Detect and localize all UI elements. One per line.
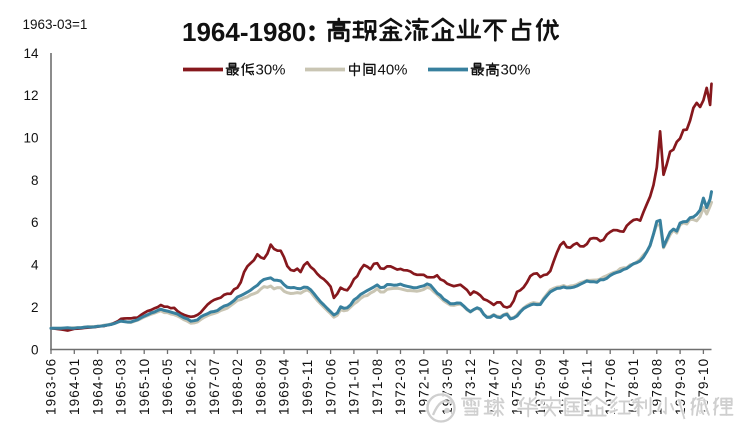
svg-text:1972-03: 1972-03 <box>393 358 408 415</box>
svg-text:1969-04: 1969-04 <box>277 358 292 415</box>
svg-text:1963-03=1: 1963-03=1 <box>23 17 88 32</box>
svg-text:1979-03: 1979-03 <box>673 358 688 415</box>
svg-text:30%: 30% <box>501 62 531 79</box>
svg-text:1965-03: 1965-03 <box>114 358 129 415</box>
svg-text:40%: 40% <box>378 62 408 79</box>
svg-text:1968-09: 1968-09 <box>253 358 268 415</box>
svg-text:0: 0 <box>31 342 39 357</box>
svg-text:30%: 30% <box>256 62 286 79</box>
svg-text:1964-01: 1964-01 <box>67 358 82 415</box>
svg-text:1968-02: 1968-02 <box>230 358 245 415</box>
svg-text:1971-01: 1971-01 <box>347 358 362 415</box>
svg-text:1963-06: 1963-06 <box>44 358 59 415</box>
svg-text:14: 14 <box>23 46 39 61</box>
svg-text:1967-07: 1967-07 <box>207 358 222 415</box>
svg-text:4: 4 <box>31 258 39 273</box>
svg-text:6: 6 <box>31 215 39 230</box>
svg-text:12: 12 <box>23 88 38 103</box>
svg-text:1966-12: 1966-12 <box>184 358 199 415</box>
svg-text:1970-06: 1970-06 <box>323 358 338 415</box>
svg-text:1965-10: 1965-10 <box>137 358 152 415</box>
svg-text:1969-11: 1969-11 <box>300 359 315 415</box>
svg-text:1964-1980: 1964-1980 <box>182 17 306 47</box>
svg-text:10: 10 <box>23 131 38 146</box>
svg-text:1966-05: 1966-05 <box>160 358 175 415</box>
svg-text:1978-08: 1978-08 <box>650 358 665 415</box>
svg-text:2: 2 <box>31 300 39 315</box>
svg-text:1964-08: 1964-08 <box>90 358 105 415</box>
svg-text:8: 8 <box>31 173 39 188</box>
svg-text:1971-08: 1971-08 <box>370 358 385 415</box>
